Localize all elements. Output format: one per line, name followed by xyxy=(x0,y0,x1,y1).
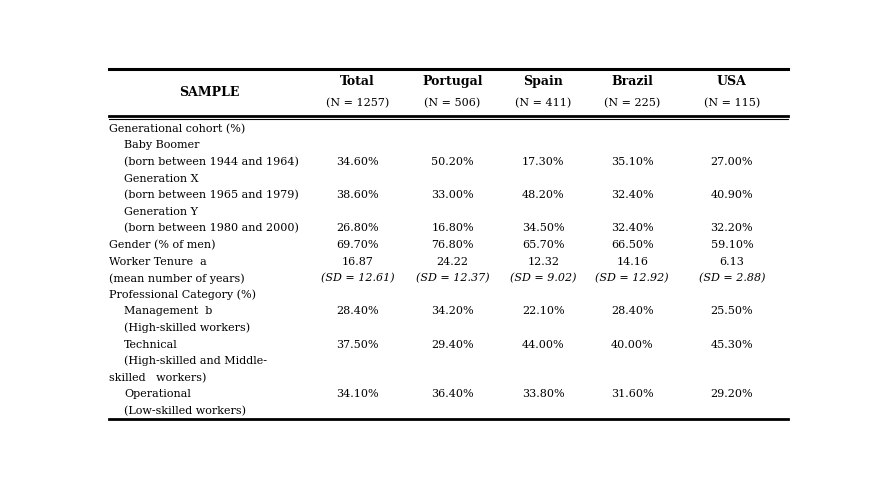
Text: (mean number of years): (mean number of years) xyxy=(109,273,245,284)
Text: USA: USA xyxy=(717,76,747,89)
Text: 50.20%: 50.20% xyxy=(431,157,474,167)
Text: Baby Boomer: Baby Boomer xyxy=(124,140,200,150)
Text: 66.50%: 66.50% xyxy=(611,240,654,250)
Text: Generation X: Generation X xyxy=(124,174,199,183)
Text: 27.00%: 27.00% xyxy=(710,157,753,167)
Text: 34.50%: 34.50% xyxy=(522,223,564,233)
Text: (Low-skilled workers): (Low-skilled workers) xyxy=(124,406,246,416)
Text: (N = 411): (N = 411) xyxy=(515,98,571,108)
Text: 32.40%: 32.40% xyxy=(611,223,654,233)
Text: (SD = 12.92): (SD = 12.92) xyxy=(595,273,669,284)
Text: 26.80%: 26.80% xyxy=(336,223,379,233)
Text: 76.80%: 76.80% xyxy=(431,240,473,250)
Text: (born between 1944 and 1964): (born between 1944 and 1964) xyxy=(124,157,299,167)
Text: 33.00%: 33.00% xyxy=(431,190,474,200)
Text: 16.87: 16.87 xyxy=(341,257,374,267)
Text: (N = 1257): (N = 1257) xyxy=(326,98,389,108)
Text: 69.70%: 69.70% xyxy=(336,240,379,250)
Text: 29.20%: 29.20% xyxy=(710,389,753,399)
Text: 12.32: 12.32 xyxy=(528,257,559,267)
Text: 35.10%: 35.10% xyxy=(611,157,654,167)
Text: 48.20%: 48.20% xyxy=(522,190,564,200)
Text: Total: Total xyxy=(340,76,375,89)
Text: Generational cohort (%): Generational cohort (%) xyxy=(109,124,246,134)
Text: (SD = 12.61): (SD = 12.61) xyxy=(321,273,395,284)
Text: Spain: Spain xyxy=(523,76,564,89)
Text: Brazil: Brazil xyxy=(612,76,653,89)
Text: (SD = 9.02): (SD = 9.02) xyxy=(510,273,577,284)
Text: Management  b: Management b xyxy=(124,307,213,317)
Text: 44.00%: 44.00% xyxy=(522,340,564,350)
Text: 37.50%: 37.50% xyxy=(336,340,379,350)
Text: 24.22: 24.22 xyxy=(437,257,468,267)
Text: 34.10%: 34.10% xyxy=(336,389,379,399)
Text: 32.20%: 32.20% xyxy=(710,223,753,233)
Text: (SD = 2.88): (SD = 2.88) xyxy=(698,273,765,284)
Text: Operational: Operational xyxy=(124,389,191,399)
Text: (High-skilled workers): (High-skilled workers) xyxy=(124,323,250,333)
Text: 34.60%: 34.60% xyxy=(336,157,379,167)
Text: (SD = 12.37): (SD = 12.37) xyxy=(416,273,489,284)
Text: 28.40%: 28.40% xyxy=(611,307,654,317)
Text: 25.50%: 25.50% xyxy=(710,307,753,317)
Text: skilled   workers): skilled workers) xyxy=(109,373,206,383)
Text: 65.70%: 65.70% xyxy=(522,240,564,250)
Text: Worker Tenure  a: Worker Tenure a xyxy=(109,257,207,267)
Text: (N = 115): (N = 115) xyxy=(704,98,760,108)
Text: 29.40%: 29.40% xyxy=(431,340,474,350)
Text: 14.16: 14.16 xyxy=(616,257,648,267)
Text: (born between 1965 and 1979): (born between 1965 and 1979) xyxy=(124,190,299,200)
Text: 31.60%: 31.60% xyxy=(611,389,654,399)
Text: 6.13: 6.13 xyxy=(719,257,745,267)
Text: (N = 506): (N = 506) xyxy=(424,98,480,108)
Text: (High-skilled and Middle-: (High-skilled and Middle- xyxy=(124,356,267,366)
Text: 28.40%: 28.40% xyxy=(336,307,379,317)
Text: 16.80%: 16.80% xyxy=(431,223,474,233)
Text: Portugal: Portugal xyxy=(423,76,483,89)
Text: Technical: Technical xyxy=(124,340,178,350)
Text: (N = 225): (N = 225) xyxy=(604,98,661,108)
Text: 36.40%: 36.40% xyxy=(431,389,474,399)
Text: Professional Category (%): Professional Category (%) xyxy=(109,289,256,300)
Text: 40.00%: 40.00% xyxy=(611,340,654,350)
Text: 38.60%: 38.60% xyxy=(336,190,379,200)
Text: 34.20%: 34.20% xyxy=(431,307,474,317)
Text: Gender (% of men): Gender (% of men) xyxy=(109,240,216,250)
Text: 22.10%: 22.10% xyxy=(522,307,564,317)
Text: 17.30%: 17.30% xyxy=(522,157,564,167)
Text: Generation Y: Generation Y xyxy=(124,207,199,217)
Text: 45.30%: 45.30% xyxy=(710,340,753,350)
Text: 32.40%: 32.40% xyxy=(611,190,654,200)
Text: 33.80%: 33.80% xyxy=(522,389,564,399)
Text: SAMPLE: SAMPLE xyxy=(179,86,240,99)
Text: (born between 1980 and 2000): (born between 1980 and 2000) xyxy=(124,223,299,234)
Text: 59.10%: 59.10% xyxy=(710,240,753,250)
Text: 40.90%: 40.90% xyxy=(710,190,753,200)
